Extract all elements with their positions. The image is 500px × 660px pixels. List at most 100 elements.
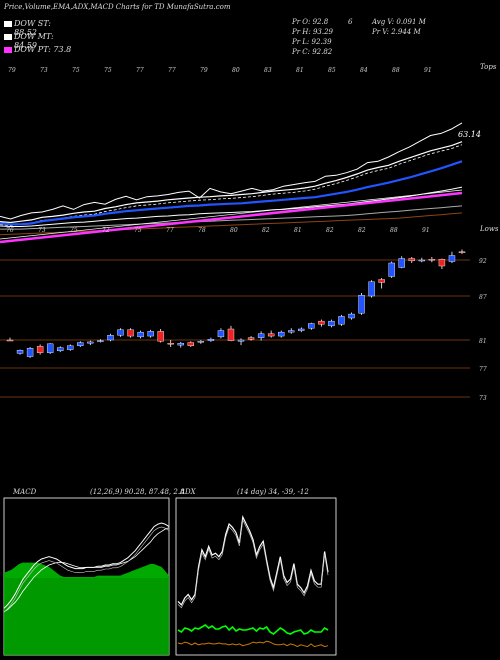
ema-long-edge-line: [0, 189, 463, 240]
bottom-tick-label: 75: [70, 227, 78, 234]
candle-body: [418, 259, 426, 262]
candle-body: [137, 331, 144, 338]
candle-body: [237, 339, 245, 342]
price-tick-label: 73: [479, 395, 487, 402]
bottom-tick-label: 76: [6, 227, 14, 234]
top-tick-label: 80: [232, 67, 240, 74]
ema-long-line: [0, 191, 463, 244]
ema-series-line: [0, 122, 463, 220]
legend-item-pt: DOW PT: 73.8: [4, 45, 76, 55]
chart-title: Price,Volume,EMA,ADX,MACD Charts for TD …: [4, 3, 231, 11]
lows-label: Lows: [480, 225, 499, 233]
legend-label: DOW PT: 73.8: [14, 45, 72, 54]
adx-line: [177, 515, 329, 606]
candle-body: [267, 333, 275, 337]
candle-body: [16, 349, 24, 354]
ema-value-label: 63.14: [458, 130, 481, 139]
candle-body: [107, 335, 114, 341]
candle-body: [167, 342, 174, 345]
legend-item-st: DOW ST: 88.52: [4, 19, 76, 37]
candle-body: [147, 331, 154, 337]
candle-body: [398, 258, 405, 268]
bottom-tick-label: 78: [198, 227, 206, 234]
bottom-tick-label: 77: [166, 227, 174, 234]
candle-body: [217, 330, 225, 338]
bottom-tick-label: 81: [294, 227, 302, 234]
high-price: Pr H: 93.29: [292, 28, 334, 36]
open-price: Pr O: 92.8: [292, 18, 329, 26]
bottom-tick-label: 82: [326, 227, 334, 234]
ema-series-line: [0, 186, 463, 227]
top-tick-label: 85: [328, 67, 336, 74]
low-price: Pr L: 92.39: [292, 38, 332, 46]
candle-body: [6, 339, 14, 342]
candle-body: [57, 347, 64, 352]
top-tick-label: 75: [72, 67, 80, 74]
legend-item-mt: DOW MT: 84.59: [4, 32, 76, 50]
adx-minus-di-line: [177, 640, 329, 648]
bottom-tick-label: 75: [134, 227, 142, 234]
candle-body: [358, 295, 365, 314]
candle-body: [278, 331, 285, 337]
legend-swatch: [4, 47, 12, 53]
macd-title: MACD: [13, 488, 37, 496]
top-tick-label: 77: [136, 67, 144, 74]
price-tick-label: 77: [479, 366, 487, 373]
candle-body: [87, 341, 94, 344]
candle-body: [368, 281, 375, 297]
candle-body: [428, 259, 436, 261]
macd-line-shadow: [3, 526, 170, 613]
candle-body: [458, 251, 466, 253]
bottom-tick-label: 72: [102, 227, 110, 234]
top-tick-label: 79: [200, 67, 208, 74]
adx-title: ADX: [180, 488, 196, 496]
adx-line-shadow: [177, 518, 329, 609]
ema-series-line: [0, 212, 463, 236]
candle-body: [127, 329, 134, 337]
candle-body: [227, 328, 235, 341]
adx-plus-di-line: [177, 624, 329, 635]
adx-params: (14 day) 34, -39, -12: [237, 488, 309, 496]
ema-series-line: [0, 160, 463, 226]
top-tick-label: 88: [392, 67, 400, 74]
candle-body: [77, 342, 84, 346]
candle-body: [46, 343, 54, 353]
candle-body: [348, 313, 355, 319]
bottom-tick-label: 73: [38, 227, 46, 234]
legend-label: DOW MT: 84.59: [14, 32, 54, 50]
macd-base-area: [5, 578, 168, 654]
candle-body: [157, 331, 164, 342]
candle-body: [247, 337, 255, 340]
day-count: 6: [348, 18, 353, 26]
candle-body: [328, 320, 335, 327]
candle-body: [308, 323, 315, 329]
legend-label: DOW ST: 88.52: [14, 19, 51, 37]
candle-body: [318, 320, 325, 325]
candle-body: [338, 316, 345, 325]
close-price: Pr C: 92.82: [292, 48, 333, 56]
candle-body: [298, 328, 305, 331]
tops-label: Tops: [480, 63, 497, 71]
ema-series-line: [0, 205, 463, 230]
previous-volume: Pr V: 2.944 M: [372, 28, 421, 36]
candle-body: [36, 346, 44, 353]
top-tick-label: 84: [360, 67, 368, 74]
price-tick-label: 81: [479, 338, 487, 345]
legend-swatch: [4, 34, 12, 40]
bottom-tick-label: 82: [358, 227, 366, 234]
candle-body: [378, 279, 385, 283]
candle-body: [257, 333, 265, 338]
candle-body: [67, 345, 74, 350]
candle-body: [448, 255, 456, 262]
macd-signal-line: [3, 527, 170, 613]
bottom-tick-label: 80: [230, 227, 238, 234]
candle-body: [408, 258, 415, 261]
bottom-tick-label: 91: [422, 227, 430, 234]
top-tick-label: 81: [296, 67, 304, 74]
top-tick-label: 73: [40, 67, 48, 74]
candle-body: [117, 329, 124, 336]
average-volume: Avg V: 0.091 M: [372, 18, 426, 26]
bottom-tick-label: 82: [262, 227, 270, 234]
